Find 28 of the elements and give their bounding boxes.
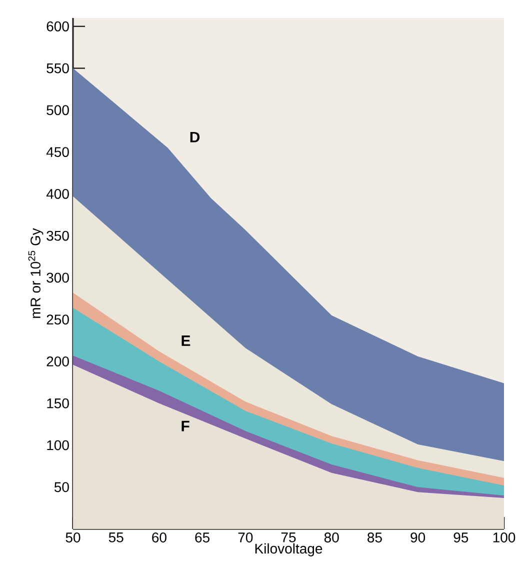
x-tick-label: 80 (324, 532, 339, 542)
y-tick-label: 300 (46, 272, 69, 283)
y-tick-label: 200 (46, 356, 69, 366)
x-tick-label: 55 (108, 532, 124, 542)
y-tick-label: 350 (46, 230, 69, 241)
x-tick-label: 50 (66, 532, 80, 542)
series-label: D (190, 132, 200, 142)
y-axis-title: mR or 10$^{25}$ Gy (28, 228, 44, 318)
y-tick-label: 400 (46, 188, 69, 199)
series-label: E (182, 336, 190, 346)
y-tick-label: 500 (46, 105, 69, 116)
y-tick-label: 50 (54, 482, 69, 492)
y-tick-label: 150 (47, 398, 69, 408)
y-tick-label: 100 (47, 440, 69, 450)
x-tick-label: 60 (152, 532, 166, 542)
x-tick-label: 95 (454, 532, 468, 542)
y-tick-label: 600 (46, 21, 69, 32)
x-tick-label: 65 (195, 532, 210, 542)
x-tick-label: 70 (238, 532, 253, 542)
x-axis-title: Kilovoltage (255, 543, 322, 556)
x-tick-label: 75 (281, 532, 296, 542)
x-tick-label: 100 (493, 532, 516, 542)
y-tick-label: 250 (46, 314, 69, 325)
y-tick-label: 450 (46, 147, 69, 157)
y-tick-label: 550 (46, 63, 69, 74)
x-tick-label: 85 (368, 532, 382, 542)
series-label: F (182, 420, 190, 432)
x-tick-label: 90 (410, 532, 426, 542)
